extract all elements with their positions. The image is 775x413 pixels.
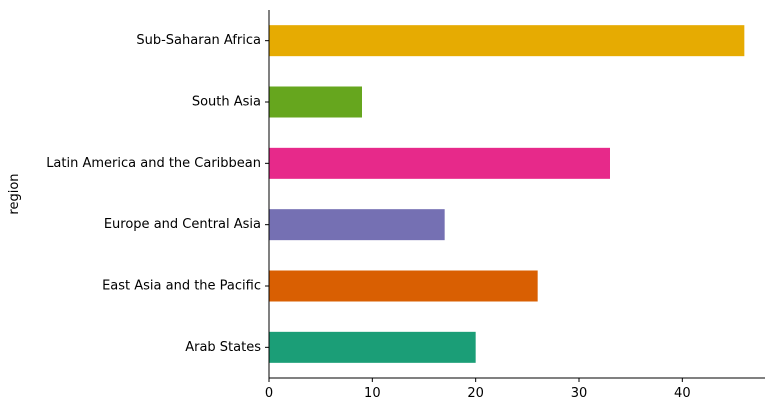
y-tick-label: South Asia xyxy=(192,95,261,110)
y-tick-label: Arab States xyxy=(185,340,261,355)
x-tick-label: 20 xyxy=(467,386,484,401)
x-tick-label: 10 xyxy=(364,386,381,401)
bar-south-asia xyxy=(269,86,362,118)
bar-europe-and-central-asia xyxy=(269,209,445,241)
y-tick-label: Sub-Saharan Africa xyxy=(136,33,261,48)
bar-latin-america-and-the-caribbean xyxy=(269,147,610,179)
bars-layer xyxy=(269,25,745,363)
y-axis-label: region xyxy=(7,173,22,214)
y-tick-label: Europe and Central Asia xyxy=(104,217,261,232)
x-tick-label: 0 xyxy=(265,386,273,401)
y-ticks: Arab States East Asia and the Pacific Euro… xyxy=(46,33,269,355)
bar-sub-saharan-africa xyxy=(269,25,745,57)
y-tick-label: East Asia and the Pacific xyxy=(102,279,261,294)
axes-layer xyxy=(268,10,765,379)
x-tick-label: 30 xyxy=(571,386,588,401)
bar-east-asia-and-the-pacific xyxy=(269,270,538,302)
x-tick-label: 40 xyxy=(674,386,691,401)
bar-arab-states xyxy=(269,331,476,363)
x-ticks: 0 10 20 30 40 xyxy=(265,378,691,401)
y-tick-label: Latin America and the Caribbean xyxy=(46,156,261,171)
